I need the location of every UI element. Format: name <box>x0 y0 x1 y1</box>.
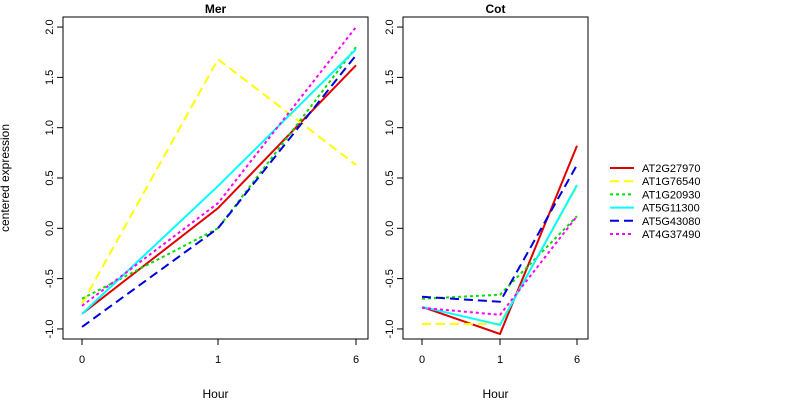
y-tick-label: 2.0 <box>384 19 396 34</box>
y-tick-label: 0.5 <box>384 170 396 185</box>
legend-entry: AT1G20930 <box>642 189 701 201</box>
series-line-at5g43080 <box>81 54 357 328</box>
y-axis-label: centered expression <box>0 124 12 232</box>
y-tick-label: 0.0 <box>384 221 396 236</box>
legend-entry: AT1G76540 <box>642 176 701 188</box>
x-axis-label: Hour <box>482 387 508 400</box>
x-axis-label: Hour <box>202 387 228 400</box>
y-tick-label: 1.5 <box>384 70 396 85</box>
y-tick-label: -0.5 <box>384 269 396 288</box>
legend-entry: AT4G37490 <box>642 229 701 241</box>
series-line-at2g27970 <box>421 145 578 336</box>
y-tick-label: 1.0 <box>384 120 396 135</box>
x-tick-label: 0 <box>79 354 85 366</box>
series-line-at4g37490 <box>421 215 578 316</box>
y-tick-label: 1.5 <box>44 70 56 85</box>
series-line-at1g20930 <box>421 215 578 300</box>
y-tick-label: -1.0 <box>44 319 56 338</box>
series-line-at1g20930 <box>81 46 357 300</box>
x-tick-label: 6 <box>353 354 359 366</box>
y-tick-label: 2.0 <box>44 19 56 34</box>
legend-entry: AT2G27970 <box>642 163 701 175</box>
y-tick-label: -1.0 <box>384 319 396 338</box>
legend-entry: AT5G11300 <box>642 203 700 215</box>
x-tick-label: 0 <box>419 354 425 366</box>
x-tick-label: 6 <box>574 354 580 366</box>
legend-entry: AT5G43080 <box>642 216 701 228</box>
x-tick-label: 1 <box>497 354 503 366</box>
series-line-at1g76540 <box>81 57 357 305</box>
y-tick-label: -0.5 <box>44 269 56 288</box>
series-line-at5g11300 <box>81 48 357 315</box>
plot-frame-1 <box>402 16 589 340</box>
series-line-at4g37490 <box>81 26 357 307</box>
x-tick-label: 1 <box>215 354 221 366</box>
y-tick-label: 0.5 <box>44 170 56 185</box>
series-line-at5g11300 <box>421 184 578 327</box>
series-line-at5g43080 <box>421 164 578 303</box>
panel-title: Mer <box>205 2 227 16</box>
panel-title: Cot <box>486 2 506 16</box>
y-tick-label: 1.0 <box>44 120 56 135</box>
y-tick-label: 0.0 <box>44 221 56 236</box>
